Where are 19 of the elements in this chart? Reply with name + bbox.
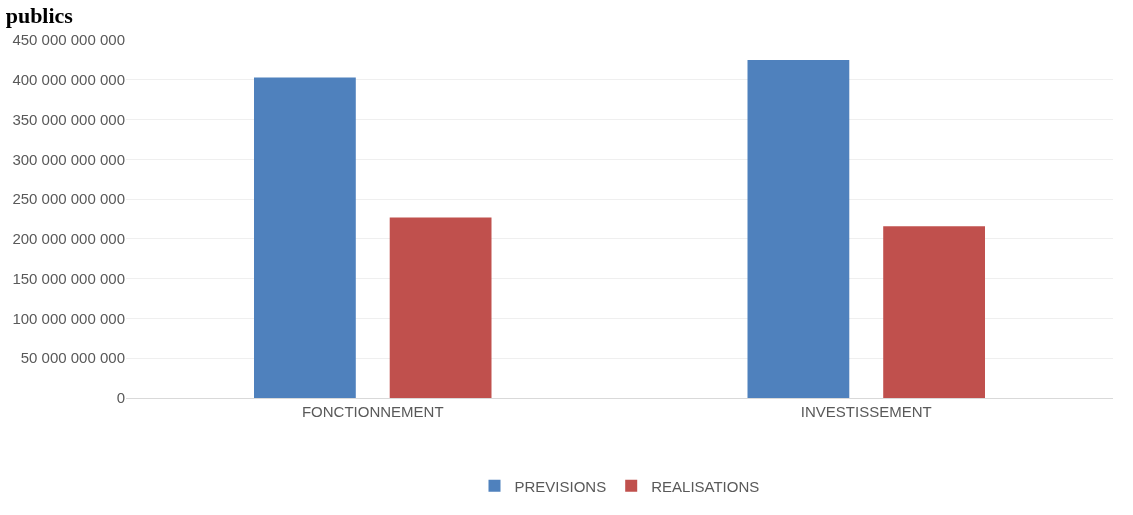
y-tick-label: 400 000 000 000: [12, 71, 125, 89]
bar: [254, 77, 356, 398]
y-tick-label: 200 000 000 000: [12, 230, 125, 248]
y-tick-label: 250 000 000 000: [12, 190, 125, 208]
legend-label: REALISATIONS: [651, 477, 760, 495]
y-tick-label: 150 000 000 000: [12, 269, 125, 287]
y-tick-label: 0: [116, 389, 125, 407]
legend-label: PREVISIONS: [514, 477, 607, 495]
y-tick-label: 300 000 000 000: [12, 150, 125, 168]
bar: [747, 59, 850, 398]
y-tick-label: 350 000 000 000: [12, 110, 125, 128]
y-tick-label: 100 000 000 000: [12, 309, 125, 327]
x-tick-label: FONCTIONNEMENT: [301, 403, 444, 420]
bar: [883, 226, 985, 398]
y-tick-label: 50 000 000 000: [20, 349, 125, 367]
x-tick-label: INVESTISSEMENT: [800, 403, 932, 420]
chart-title: publics: [5, 3, 74, 29]
bar: [389, 217, 492, 398]
y-tick-label: 450 000 000 000: [12, 31, 125, 49]
